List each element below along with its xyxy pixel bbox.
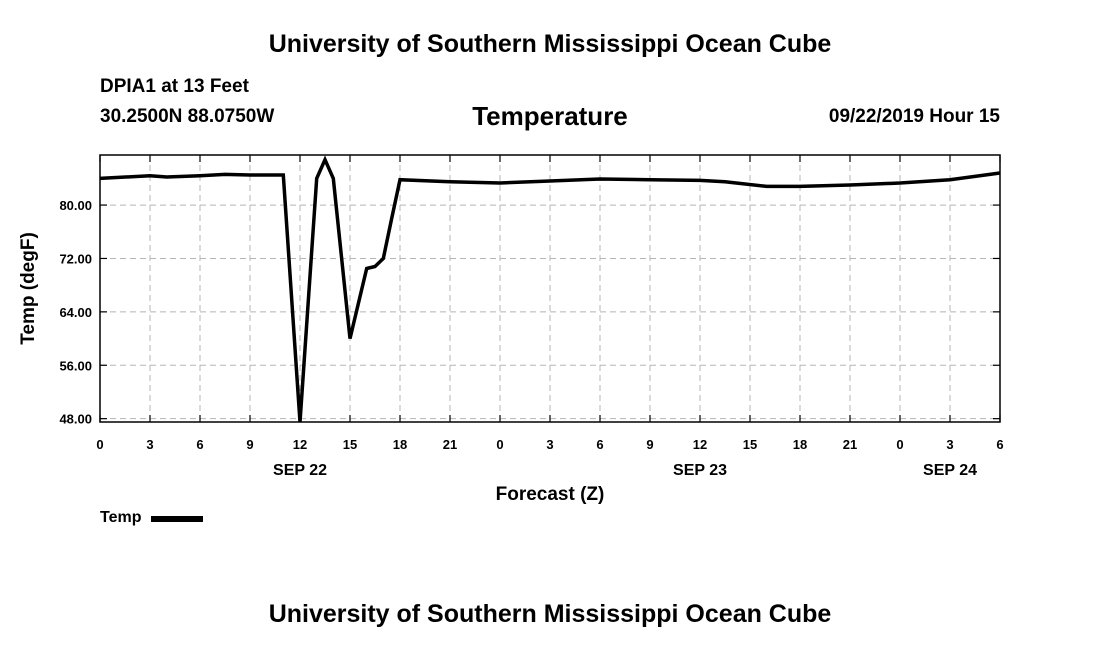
date-label: SEP 22 [273, 462, 327, 479]
coordinates-label: 30.2500N 88.0750W [100, 106, 275, 127]
x-tick-label: 9 [246, 437, 253, 452]
x-tick-label: 15 [343, 437, 357, 452]
y-tick-label: 64.00 [59, 305, 92, 320]
x-tick-label: 0 [896, 437, 903, 452]
plot-frame [99, 154, 1001, 423]
y-tick-label: 72.00 [59, 251, 92, 266]
y-tick-label: 56.00 [59, 358, 92, 373]
x-tick-label: 3 [146, 437, 153, 452]
y-tick-label: 80.00 [59, 198, 92, 213]
legend-label: Temp [100, 509, 142, 526]
x-tick-label: 0 [96, 437, 103, 452]
chart-title: Temperature [472, 101, 628, 131]
valid-time-label: 09/22/2019 Hour 15 [828, 106, 1000, 127]
x-tick-label: 12 [293, 437, 307, 452]
station-label: DPIA1 at 13 Feet [100, 76, 249, 97]
x-tick-label: 6 [196, 437, 203, 452]
legend-swatch [151, 516, 204, 522]
x-tick-label: 3 [946, 437, 953, 452]
x-axis-ticks: 0 3 6 9 12 15 18 21 0 3 6 9 12 15 18 21 0 3 6 [96, 155, 1004, 452]
date-labels: SEP 22 SEP 23 SEP 24 [273, 462, 977, 479]
x-tick-label: 0 [496, 437, 503, 452]
series-line-temp [99, 155, 1001, 423]
x-tick-label: 18 [393, 437, 407, 452]
x-tick-label: 15 [743, 437, 757, 452]
bottom-title: University of Southern Mississippi Ocean… [268, 600, 832, 628]
x-tick-label: 12 [693, 437, 707, 452]
grid-lines [99, 155, 1001, 422]
y-tick-label: 48.00 [59, 412, 92, 427]
x-tick-label: 3 [546, 437, 553, 452]
x-tick-label: 18 [793, 437, 807, 452]
legend: Temp [100, 509, 204, 527]
x-tick-label: 21 [843, 437, 857, 452]
x-tick-label: 21 [443, 437, 457, 452]
date-label: SEP 23 [673, 462, 727, 479]
y-axis-ticks: 48.00 56.00 64.00 72.00 80.00 [59, 198, 1000, 427]
date-label: SEP 24 [923, 462, 977, 479]
top-title: University of Southern Mississippi Ocean… [268, 30, 832, 58]
y-axis-label: Temp (degF) [18, 232, 39, 345]
x-tick-label: 9 [646, 437, 653, 452]
x-tick-label: 6 [596, 437, 603, 452]
x-tick-label: 6 [996, 437, 1003, 452]
x-axis-label: Forecast (Z) [496, 484, 605, 505]
